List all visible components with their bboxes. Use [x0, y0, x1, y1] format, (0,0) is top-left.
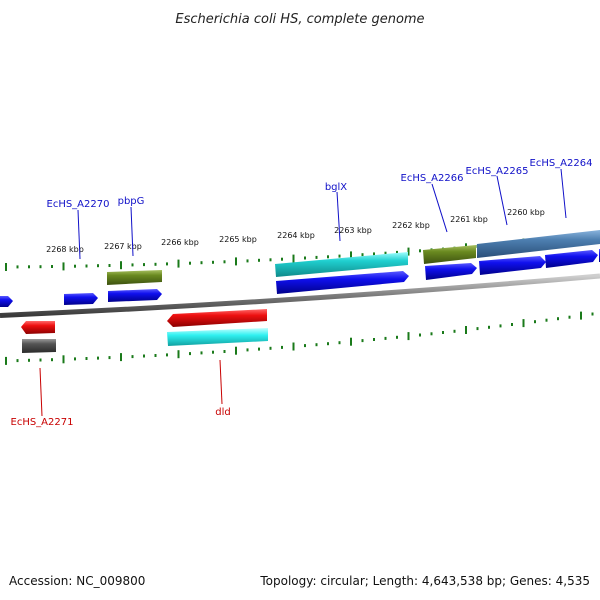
gene-label[interactable]: EcHS_A2265: [466, 166, 529, 177]
gene-block-olive[interactable]: [107, 270, 162, 285]
kbp-labels: 2268 kbp 2267 kbp 2266 kbp 2265 kbp 2264…: [46, 208, 545, 254]
genome-summary-text: Topology: circular; Length: 4,643,538 bp…: [260, 574, 590, 588]
map-title: Escherichia coli HS, complete genome: [175, 12, 424, 27]
gene-arrow-blue[interactable]: [64, 293, 98, 305]
gene-label[interactable]: dld: [215, 407, 230, 418]
gene-arrow-blue[interactable]: [545, 250, 598, 268]
gene-arrow-blue[interactable]: [108, 289, 162, 302]
label-leaders: [39, 168, 567, 417]
kbp-label: 2261 kbp: [450, 215, 488, 224]
gene-arrow-blue[interactable]: [479, 256, 546, 275]
gene-block-cyan[interactable]: [167, 328, 268, 346]
kbp-label: 2263 kbp: [334, 226, 372, 235]
kbp-label: 2265 kbp: [219, 235, 257, 244]
genome-backbone: [0, 273, 600, 318]
gene-block-steel[interactable]: [477, 230, 600, 258]
gene-arrow-blue[interactable]: [0, 296, 13, 307]
gene-block-grey[interactable]: [22, 339, 56, 353]
kbp-label: 2264 kbp: [277, 231, 315, 240]
reverse-tick-ring: [5, 311, 594, 365]
accession-text: Accession: NC_009800: [9, 574, 146, 588]
gene-label[interactable]: EcHS_A2266: [401, 173, 464, 184]
kbp-label: 2268 kbp: [46, 245, 84, 254]
kbp-label: 2266 kbp: [161, 238, 199, 247]
gene-label[interactable]: bglX: [325, 182, 347, 193]
gene-label[interactable]: pbpG: [118, 196, 145, 207]
gene-block-olive[interactable]: [423, 245, 476, 264]
gene-arrow-red[interactable]: [167, 309, 267, 327]
gene-arrow-red[interactable]: [21, 321, 55, 334]
gene-arrow-blue[interactable]: [425, 263, 477, 280]
gene-block-cyan[interactable]: [275, 252, 408, 277]
gene-arrow-blue[interactable]: [276, 271, 409, 294]
kbp-label: 2260 kbp: [507, 208, 545, 217]
kbp-label: 2262 kbp: [392, 221, 430, 230]
gene-labels: EcHS_A2270 pbpG bglX EcHS_A2266 EcHS_A22…: [11, 158, 593, 428]
gene-label[interactable]: EcHS_A2270: [47, 199, 110, 210]
gene-label[interactable]: EcHS_A2271: [11, 417, 74, 428]
gene-label[interactable]: EcHS_A2264: [530, 158, 593, 169]
reverse-strand-genes: [21, 309, 268, 353]
kbp-label: 2267 kbp: [104, 242, 142, 251]
forward-strand-genes: [0, 230, 600, 307]
